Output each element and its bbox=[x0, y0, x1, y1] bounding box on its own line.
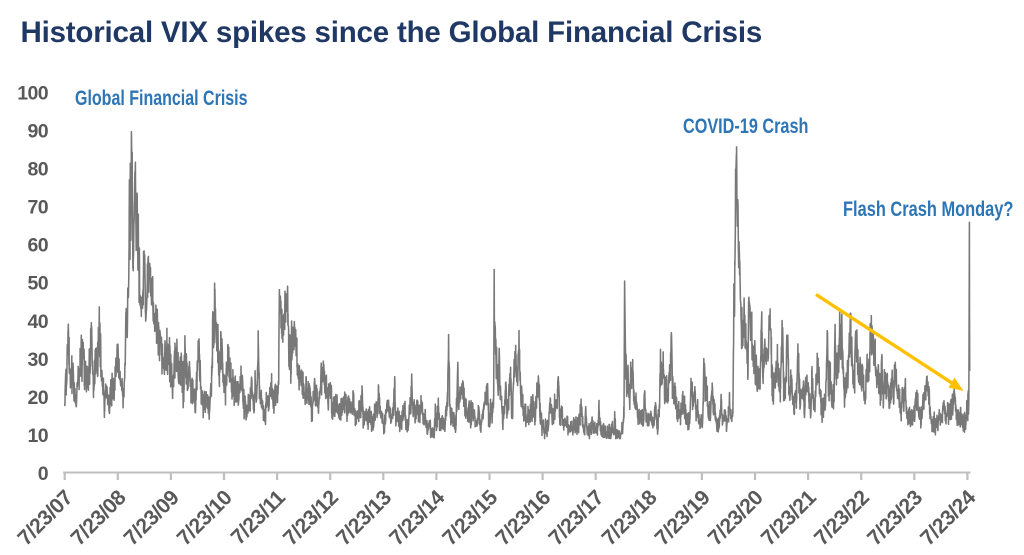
svg-text:7/23/16: 7/23/16 bbox=[491, 486, 555, 550]
svg-text:30: 30 bbox=[28, 349, 49, 371]
svg-text:7/23/23: 7/23/23 bbox=[863, 486, 927, 550]
svg-text:7/23/11: 7/23/11 bbox=[227, 486, 290, 549]
svg-text:7/23/18: 7/23/18 bbox=[598, 486, 662, 550]
svg-text:7/23/15: 7/23/15 bbox=[438, 486, 502, 550]
svg-text:0: 0 bbox=[38, 463, 49, 485]
svg-text:7/23/19: 7/23/19 bbox=[651, 486, 715, 550]
svg-text:40: 40 bbox=[28, 311, 49, 333]
svg-text:60: 60 bbox=[28, 235, 49, 257]
svg-text:7/23/08: 7/23/08 bbox=[67, 486, 131, 550]
svg-text:7/23/20: 7/23/20 bbox=[704, 486, 768, 550]
svg-text:80: 80 bbox=[28, 159, 49, 181]
svg-text:20: 20 bbox=[28, 387, 49, 409]
svg-text:7/23/09: 7/23/09 bbox=[120, 486, 184, 550]
svg-text:10: 10 bbox=[28, 425, 49, 447]
svg-text:7/23/17: 7/23/17 bbox=[544, 486, 608, 550]
svg-text:7/23/24: 7/23/24 bbox=[916, 486, 980, 550]
svg-text:7/23/10: 7/23/10 bbox=[173, 486, 237, 550]
svg-text:100: 100 bbox=[17, 82, 48, 104]
svg-text:7/23/22: 7/23/22 bbox=[810, 486, 874, 550]
svg-text:50: 50 bbox=[28, 273, 49, 295]
svg-text:7/23/12: 7/23/12 bbox=[279, 486, 343, 550]
svg-text:7/23/14: 7/23/14 bbox=[385, 486, 449, 550]
svg-text:7/23/07: 7/23/07 bbox=[13, 486, 77, 550]
svg-text:90: 90 bbox=[28, 120, 49, 142]
svg-text:70: 70 bbox=[28, 197, 49, 219]
svg-text:7/23/13: 7/23/13 bbox=[332, 486, 396, 550]
svg-text:7/23/21: 7/23/21 bbox=[757, 486, 821, 550]
